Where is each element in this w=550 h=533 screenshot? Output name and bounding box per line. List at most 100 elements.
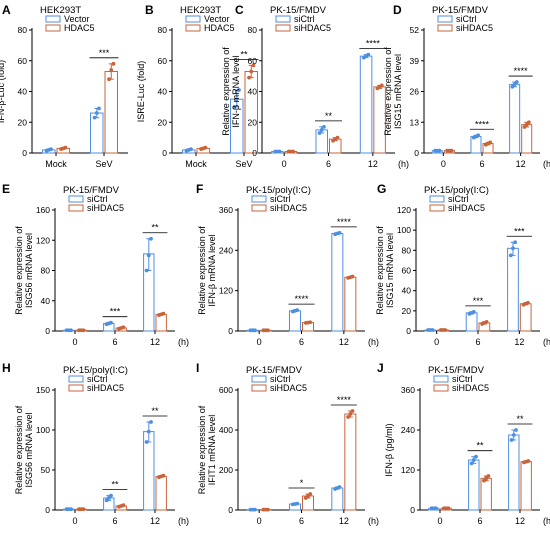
y-axis-label: Relative expression ofIFN-β mRNA level: [197, 226, 217, 315]
legend-label-2: HDAC5: [64, 23, 95, 33]
data-point: [486, 474, 491, 478]
y-tick-label: 100: [397, 225, 411, 235]
x-tick-label: 0: [437, 516, 442, 526]
significance-label: ****: [514, 66, 529, 76]
y-tick-label: 0: [228, 326, 233, 336]
data-point: [508, 253, 513, 258]
legend-swatch-2: [275, 24, 291, 32]
x-tick-label: Mock: [45, 159, 67, 169]
y-tick-label: 0: [22, 148, 27, 158]
data-point: [121, 503, 126, 508]
significance-label: ****: [475, 119, 490, 129]
x-tick-label: 12: [150, 337, 160, 347]
legend-label-2: siHDAC5: [270, 203, 307, 213]
data-point: [49, 147, 53, 152]
data-point: [526, 300, 530, 305]
data-point: [149, 236, 153, 241]
y-axis-label-line-2: ISG56 mRNA level: [24, 233, 34, 308]
data-point: [469, 461, 474, 466]
data-point: [526, 459, 531, 463]
y-axis-label-line-2: IFIT1 mRNA level: [207, 415, 217, 486]
panel-letter: H: [2, 361, 11, 375]
x-axis-unit: (h): [543, 337, 550, 347]
y-tick-label: 120: [219, 286, 233, 296]
x-axis-unit: (h): [398, 159, 409, 169]
x-tick-label: 12: [368, 159, 378, 169]
panel-title: PK-15/poly(I:C): [63, 365, 128, 376]
bar-sihdac5-12: [344, 276, 357, 332]
y-tick-label: 0: [228, 505, 233, 515]
legend-label-2: HDAC5: [204, 23, 235, 33]
x-tick-label: 6: [299, 337, 304, 347]
significance-label: ****: [337, 395, 352, 405]
panel-i: I PK-15/FMDVsiCtrlsiHDAC50200400600Relati…: [196, 361, 379, 526]
y-axis-label: Relative expression ofIFN-β mRNA level: [221, 47, 241, 136]
data-point: [295, 308, 300, 313]
significance-label: **: [325, 111, 333, 121]
data-point: [366, 52, 371, 57]
significance-label: **: [151, 223, 159, 233]
data-point: [308, 320, 313, 325]
data-point: [146, 429, 151, 434]
data-point: [106, 496, 111, 500]
x-axis-unit: (h): [368, 337, 379, 347]
y-tick-label: 20: [18, 117, 28, 127]
y-axis-label: IFN-β (pg/ml): [384, 423, 394, 476]
y-tick-label: 26: [410, 87, 420, 97]
legend-label-1: siCtrl: [270, 194, 291, 204]
y-tick-label: 0: [406, 326, 411, 336]
legend-label-2: siHDAC5: [294, 23, 331, 33]
y-tick-label: 40: [18, 87, 28, 97]
significance-label: **: [516, 414, 524, 424]
y-tick-label: 60: [18, 56, 28, 66]
panel-title: PK-15/FMDV: [432, 5, 489, 16]
x-tick-label: 6: [475, 337, 480, 347]
y-tick-label: 20: [402, 306, 412, 316]
legend-swatch-2: [437, 24, 453, 32]
data-point: [161, 473, 166, 478]
significance-label: **: [151, 406, 159, 416]
legend-swatch-1: [275, 15, 291, 23]
legend-swatch-1: [45, 15, 61, 23]
panel-letter: F: [196, 182, 203, 196]
panel-title: PK-15/poly(I:C): [424, 185, 489, 196]
legend-swatch-1: [437, 15, 453, 23]
x-tick-label: 0: [257, 516, 262, 526]
y-axis-label: ISRE-Luc (fold): [136, 61, 146, 123]
y-tick-label: 150: [36, 385, 50, 395]
x-tick-label: 0: [282, 159, 287, 169]
data-point: [511, 433, 516, 437]
x-tick-label: 0: [72, 337, 77, 347]
significance-label: *: [300, 478, 304, 488]
data-point: [277, 149, 282, 154]
legend-label-1: siCtrl: [452, 374, 473, 384]
panel-h: H PK-15/poly(I:C)siCtrlsiHDAC5050100150Re…: [2, 361, 189, 526]
data-point: [437, 148, 442, 153]
x-tick-label: 6: [112, 516, 117, 526]
panel-letter: A: [2, 3, 11, 17]
panel-title: PK-15/FMDV: [270, 5, 327, 16]
y-tick-label: 120: [401, 465, 415, 475]
data-point: [265, 328, 270, 333]
data-point: [161, 311, 166, 316]
bar-sihdac5-12: [155, 475, 167, 511]
legend-label-1: siCtrl: [456, 14, 477, 24]
y-axis-label-line-2: ISG15 mRNA level: [385, 233, 395, 308]
y-tick-label: 60: [158, 56, 168, 66]
y-axis-label: Relative expression ofISG15 mRNA level: [383, 47, 403, 136]
legend-swatch-1: [251, 195, 267, 203]
data-point: [81, 328, 86, 333]
y-tick-label: 0: [414, 148, 419, 158]
legend-swatch-2: [251, 204, 267, 212]
panel-g: G PK-15/poly(I:C)siCtrlsiHDAC502040608010…: [375, 182, 550, 347]
panel-f: F PK-15/poly(I:C)siCtrlsiHDAC50120240360R…: [196, 182, 379, 347]
x-tick-label: 6: [299, 516, 304, 526]
x-tick-label: 0: [434, 337, 439, 347]
significance-label: **: [240, 49, 248, 59]
y-tick-label: 0: [252, 148, 257, 158]
y-tick-label: 400: [219, 425, 233, 435]
x-tick-label: 12: [339, 337, 349, 347]
data-point: [146, 253, 151, 258]
legend-label-1: siCtrl: [270, 374, 291, 384]
legend-label-2: siHDAC5: [87, 383, 124, 393]
